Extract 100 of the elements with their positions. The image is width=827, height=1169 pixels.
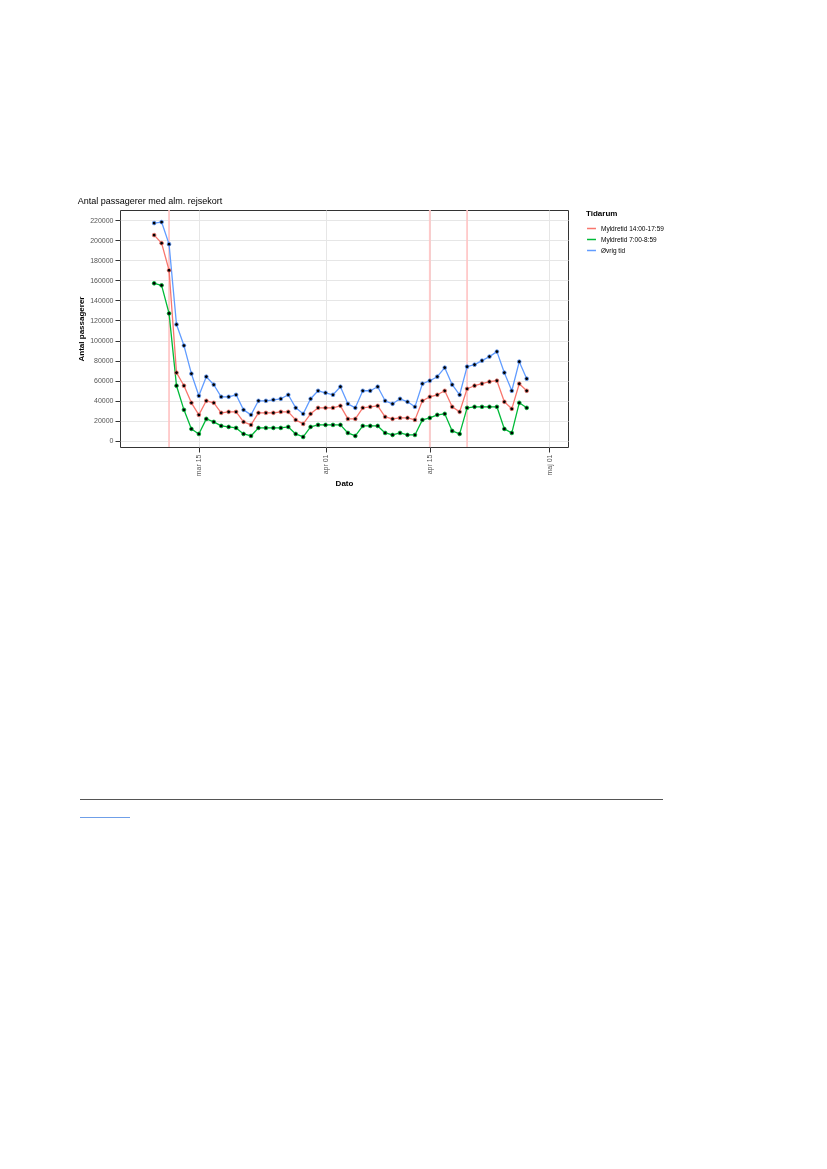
point	[509, 430, 515, 436]
point	[271, 397, 276, 403]
point	[427, 378, 433, 383]
point	[241, 407, 246, 413]
point	[323, 422, 328, 428]
point	[360, 405, 366, 411]
point	[420, 417, 425, 423]
point	[457, 392, 462, 398]
point	[449, 404, 455, 410]
point	[457, 431, 462, 437]
point	[211, 419, 217, 425]
point	[256, 410, 261, 416]
point	[293, 417, 298, 423]
point	[189, 371, 194, 376]
point	[390, 416, 395, 422]
point	[375, 384, 380, 390]
point	[405, 415, 410, 421]
point	[524, 376, 529, 381]
point	[449, 382, 455, 387]
point	[479, 358, 485, 363]
point	[315, 422, 321, 428]
point	[420, 398, 425, 404]
point	[271, 425, 276, 431]
point	[233, 409, 239, 415]
point	[218, 423, 224, 429]
point	[524, 405, 529, 411]
point	[159, 240, 164, 246]
point	[263, 398, 269, 404]
point	[286, 392, 291, 398]
point	[248, 412, 254, 418]
point	[494, 404, 500, 410]
point	[286, 424, 291, 430]
point	[323, 390, 328, 396]
point	[151, 281, 157, 286]
chart-title: Antal passagerer med alm. rejsekort	[77, 196, 223, 206]
point	[159, 283, 164, 288]
point	[405, 432, 410, 438]
point	[397, 415, 403, 421]
point	[502, 370, 507, 375]
point	[442, 365, 448, 370]
point	[204, 416, 209, 422]
point	[457, 409, 462, 415]
point	[256, 398, 261, 404]
point	[397, 430, 403, 436]
point	[412, 404, 418, 410]
point	[181, 407, 187, 413]
point	[151, 220, 157, 226]
point	[241, 419, 246, 425]
point	[204, 398, 209, 404]
point	[189, 400, 194, 406]
y-axis-title: Antal passagerer	[77, 296, 87, 362]
point	[315, 405, 321, 411]
point	[509, 406, 515, 412]
point	[300, 421, 306, 427]
x-axis-title: Dato	[335, 479, 354, 489]
point	[263, 410, 269, 416]
point	[397, 396, 403, 402]
point	[390, 401, 395, 407]
point	[353, 405, 358, 411]
point	[233, 392, 239, 398]
point	[330, 405, 336, 411]
point	[494, 378, 500, 383]
point	[472, 383, 477, 389]
point	[367, 404, 373, 410]
point	[166, 311, 172, 316]
point	[338, 403, 343, 409]
point	[278, 396, 284, 402]
point	[330, 422, 336, 428]
point	[360, 423, 366, 429]
point	[345, 416, 351, 422]
point	[226, 394, 231, 400]
point	[241, 431, 246, 437]
point	[479, 404, 485, 410]
point	[286, 409, 291, 415]
point	[435, 412, 440, 418]
point	[382, 430, 388, 436]
point	[353, 416, 358, 422]
point	[218, 410, 224, 416]
point	[256, 425, 261, 431]
point	[516, 400, 522, 406]
point	[293, 431, 298, 437]
point	[263, 425, 269, 431]
point	[345, 430, 351, 436]
point	[405, 399, 410, 405]
point	[375, 423, 380, 429]
point	[308, 396, 313, 402]
point	[211, 382, 217, 387]
point	[502, 426, 507, 432]
point	[367, 388, 373, 394]
point	[516, 359, 522, 364]
point	[323, 405, 328, 411]
point	[427, 394, 433, 400]
point	[382, 398, 388, 404]
point	[248, 422, 254, 428]
point	[196, 412, 202, 418]
point	[464, 364, 470, 369]
point	[487, 354, 492, 359]
point	[464, 405, 470, 411]
point	[338, 384, 343, 390]
point	[308, 424, 313, 430]
